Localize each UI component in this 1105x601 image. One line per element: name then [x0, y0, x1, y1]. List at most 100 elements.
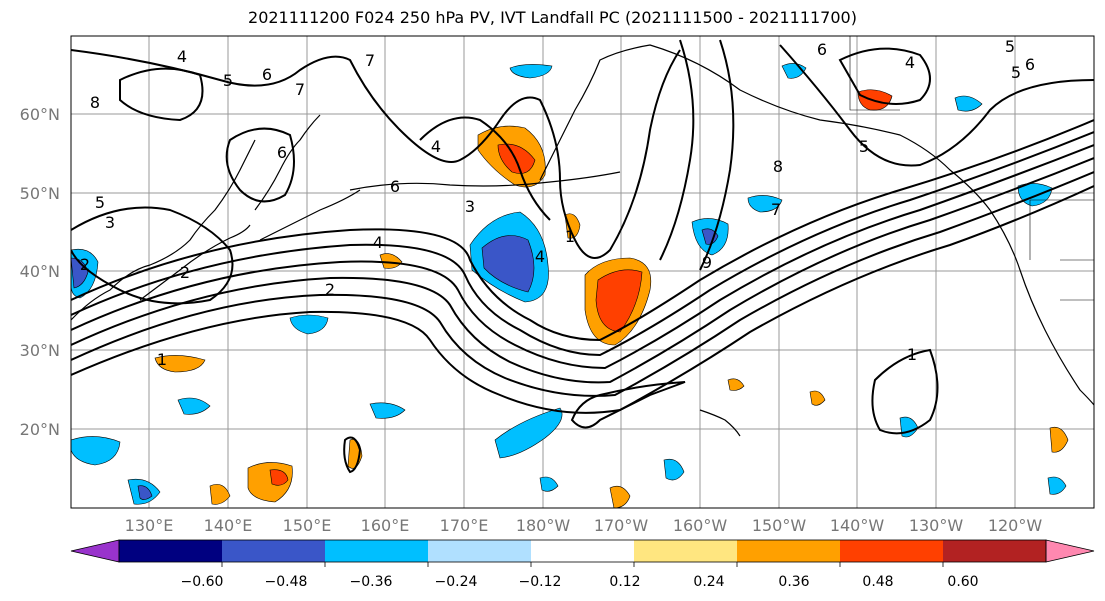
positive-anomaly-small-1: [564, 213, 581, 239]
colorbar-tick-label: 0.24: [693, 574, 724, 590]
colorbar-tick-label: −0.60: [181, 574, 224, 590]
colorbar-segment: [737, 540, 841, 562]
contour-label: 5: [223, 71, 233, 90]
contour-label: 1: [565, 227, 575, 246]
lat-label: 50°N: [20, 184, 60, 203]
coast-alaska: [539, 44, 991, 211]
colorbar-border: [118, 539, 1047, 563]
contour-label: 2: [80, 255, 90, 274]
map-panel: [71, 36, 1094, 508]
contour-label: 5: [1011, 63, 1021, 82]
colorbar-tick-label: 0.60: [947, 574, 978, 590]
contour-label: 6: [817, 40, 827, 59]
negative-anomaly-750: [747, 195, 783, 213]
colorbar-ticks: −0.60 −0.48 −0.36 −0.24 −0.12 0.12 0.24 …: [181, 574, 979, 590]
coast-asia: [71, 139, 256, 321]
colorbar-segment: [119, 540, 223, 562]
positive-anomaly-sw3: [209, 484, 231, 505]
contour-label: 6: [262, 65, 272, 84]
colorbar-segment: [840, 540, 944, 562]
colorbar-segment: [325, 540, 429, 562]
lon-label: 130°W: [909, 516, 964, 535]
colorbar-segment: [943, 540, 1047, 562]
negative-anomaly-15b: [539, 476, 559, 492]
lat-label: 60°N: [20, 105, 60, 124]
contour-label: 1: [907, 345, 917, 364]
negative-anomaly-15: [663, 458, 685, 481]
lon-label: 160°W: [673, 516, 728, 535]
negative-anomaly-bc: [954, 95, 983, 112]
negative-anomaly-34: [289, 314, 329, 335]
colorbar-tick-label: −0.36: [350, 574, 393, 590]
lon-label: 180°W: [516, 516, 571, 535]
coast-na-west: [989, 209, 1094, 406]
gridlines: [71, 36, 1094, 508]
latitude-labels: 60°N 50°N 40°N 30°N 20°N: [20, 105, 60, 439]
contour-label: 4: [177, 47, 187, 66]
contour-label: 6: [1025, 55, 1035, 74]
contour-label: 4: [905, 53, 915, 72]
contour-label: 3: [465, 197, 475, 216]
negative-anomaly-dateline-core: [481, 235, 535, 293]
positive-anomaly-20-east: [809, 390, 826, 406]
negative-anomaly-15-far-east: [1047, 476, 1067, 495]
contour-label: 8: [90, 93, 100, 112]
contour-label: 2: [325, 280, 335, 299]
colorbar-tick-label: −0.48: [265, 574, 308, 590]
colorbar-tick-label: 0.12: [609, 574, 640, 590]
contour-label: 7: [771, 200, 781, 219]
contour-label: 4: [431, 137, 441, 156]
map-border: [70, 35, 1095, 509]
lon-label: 140°E: [204, 516, 253, 535]
negative-anomaly-20b: [369, 402, 406, 419]
colorbar-segment: [222, 540, 326, 562]
contour-label: 5: [859, 137, 869, 156]
contour-label: 6: [390, 177, 400, 196]
contour-label: 6: [277, 143, 287, 162]
contour-labels: 4 5 6 7 8 7 6 5 3 2 2 1 4 6 3 4 4 1 8 7 …: [80, 37, 1035, 369]
positive-anomaly-sw-core: [269, 469, 289, 486]
coast-kurils: [259, 189, 361, 241]
contour-label: 3: [105, 213, 115, 232]
lon-label: 140°W: [830, 516, 885, 535]
contour-label: 7: [365, 51, 375, 70]
colorbar-segment: [634, 540, 738, 562]
lat-label: 40°N: [20, 262, 60, 281]
colorbar-tick-label: −0.24: [435, 574, 478, 590]
lon-label: 130°E: [125, 516, 174, 535]
colorbar: [70, 539, 1095, 567]
colorbar-extend-max: [1045, 539, 1095, 563]
contour-label: 9: [702, 253, 712, 272]
contour-label: 5: [95, 193, 105, 212]
contour-label: 4: [373, 233, 383, 252]
colorbar-tick-label: 0.48: [862, 574, 893, 590]
lon-label: 120°W: [988, 516, 1043, 535]
positive-anomaly-20-far-east: [1049, 426, 1069, 453]
lon-label: 170°W: [594, 516, 649, 535]
contour-label: 2: [180, 263, 190, 282]
negative-anomaly-nw: [509, 64, 553, 79]
colorbar-tick-label: 0.36: [778, 574, 809, 590]
coast-hawaii: [699, 409, 741, 437]
coast-kamchatka: [254, 114, 321, 211]
negative-anomaly-20: [177, 397, 211, 415]
lon-label: 150°E: [283, 516, 332, 535]
lon-label: 150°W: [752, 516, 807, 535]
positive-anomaly-central-core: [595, 269, 643, 333]
contour-label: 4: [535, 247, 545, 266]
lon-label: 160°E: [361, 516, 410, 535]
coast-aleutians: [349, 171, 621, 191]
positive-anomaly-25-east: [727, 378, 745, 391]
colorbar-segment: [531, 540, 635, 562]
negative-anomaly-east-core: [701, 228, 719, 245]
positive-anomaly-28: [154, 355, 206, 373]
positive-anomaly-41: [379, 253, 403, 269]
pv-contours: [71, 39, 1094, 474]
lat-label: 30°N: [20, 341, 60, 360]
contour-label: 1: [157, 350, 167, 369]
colorbar-tick-label: −0.12: [519, 574, 562, 590]
negative-anomaly-18: [494, 407, 563, 459]
colorbar-extend-min: [70, 539, 120, 563]
colorbar-segment: [428, 540, 532, 562]
